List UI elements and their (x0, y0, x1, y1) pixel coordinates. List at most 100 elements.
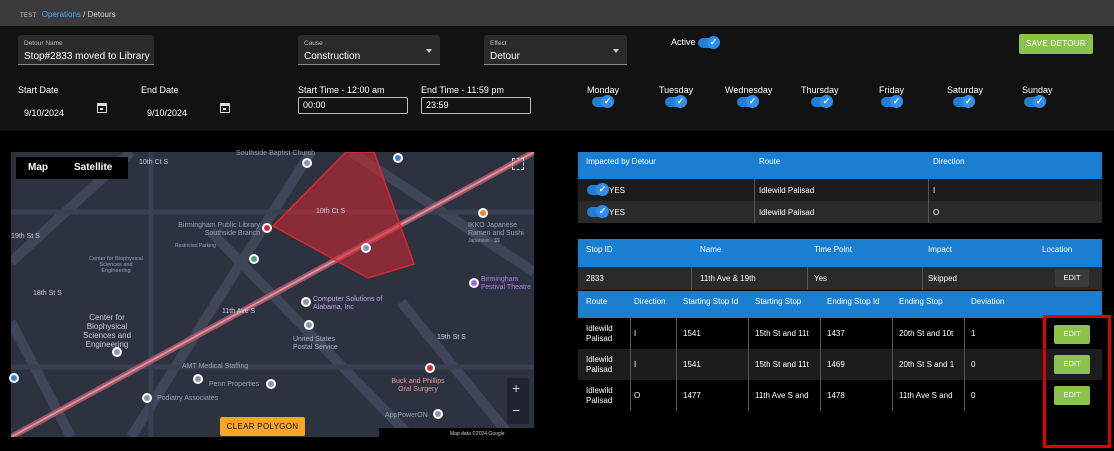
end-time-label: End Time - 11:59 pm (421, 85, 504, 95)
tab-satellite[interactable]: Satellite (74, 162, 113, 173)
map-pin-icon[interactable] (262, 223, 272, 233)
breadcrumb-current: Detours (87, 10, 116, 19)
column-divider (691, 267, 692, 290)
map-pin-icon[interactable] (302, 158, 312, 168)
map-pin-icon[interactable] (393, 153, 403, 163)
breadcrumb: TEST Operations / Detours (20, 10, 116, 19)
start-date-label: Start Date (18, 85, 59, 95)
map-label-amt: AMT Medical Staffing (182, 363, 249, 370)
breadcrumb-operations[interactable]: Operations (41, 10, 81, 19)
end-stop-value: 11th Ave S and (899, 391, 953, 400)
cause-select[interactable]: Cause Construction (298, 35, 440, 65)
active-toggle[interactable] (698, 36, 720, 49)
save-detour-button[interactable]: SAVE DETOUR (1019, 34, 1093, 54)
end-id-value: 1469 (827, 360, 845, 369)
impacted-value: YES (609, 207, 626, 217)
map-canvas[interactable] (11, 152, 534, 437)
day-toggle-thursday[interactable] (811, 95, 833, 108)
map-pin-icon[interactable] (142, 393, 152, 403)
day-toggle-friday[interactable] (881, 95, 903, 108)
direction-value: I (634, 360, 637, 369)
map-label-ikko-sub: Japanese · $$ (468, 238, 500, 244)
end-id-value: 1437 (827, 329, 845, 338)
table-row: Idlewild Palisad O 1477 11th Ave S and 1… (578, 380, 1102, 411)
column-divider (922, 267, 923, 290)
clock-icon[interactable] (361, 243, 371, 253)
deviation-value: 1 (971, 329, 976, 338)
map-label-buck-phillips: Buck and Phillips Oral Surgery (391, 378, 445, 393)
impacted-toggle[interactable] (587, 183, 609, 196)
clear-polygon-button[interactable]: CLEAR POLYGON (220, 417, 305, 436)
end-id-value: 1478 (827, 391, 845, 400)
zoom-in-button[interactable]: + (512, 380, 521, 396)
table-row: Idlewild Palisad I 1541 15th St and 11t … (578, 349, 1102, 380)
edit-deviation-button[interactable]: EDIT (1054, 386, 1090, 405)
column-divider (964, 318, 965, 349)
stop-name-header: Name (700, 244, 722, 254)
end-date-value[interactable]: 9/10/2024 (147, 108, 188, 118)
end-time-input[interactable]: 23:59 (421, 97, 531, 114)
map-pin-icon[interactable] (478, 208, 488, 218)
route-value: Idlewild Palisad (586, 323, 613, 343)
start-date-value[interactable]: 9/10/2024 (24, 108, 65, 118)
stop-name-value: 11th Ave & 19th (700, 274, 756, 283)
deviation-value: 0 (971, 391, 976, 400)
end-stop-value: 20th St and 10t (899, 329, 954, 338)
map-pin-icon[interactable] (9, 373, 19, 383)
env-label: TEST (20, 13, 37, 19)
day-toggle-sunday[interactable] (1024, 95, 1046, 108)
route-value: Idlewild Palisad (586, 385, 613, 405)
map-pin-icon[interactable] (249, 254, 259, 264)
column-divider (892, 349, 893, 380)
day-toggle-saturday[interactable] (953, 95, 975, 108)
map-pin-icon[interactable] (433, 409, 443, 419)
detour-name-field[interactable]: Detour Name Stop#2833 moved to Library (18, 35, 154, 65)
location-header: Location (1042, 244, 1073, 254)
day-toggle-monday[interactable] (592, 95, 614, 108)
time-point-header: Time Point (814, 244, 852, 254)
map-pin-icon[interactable] (193, 374, 203, 384)
column-divider (820, 380, 821, 411)
edit-location-button[interactable]: EDIT (1055, 269, 1089, 287)
active-label: Active (671, 37, 696, 47)
map-pin-icon[interactable] (304, 320, 314, 330)
start-time-input[interactable]: 00:00 (298, 97, 408, 114)
map-label-podiatry: Podiatry Associates (157, 395, 219, 402)
route-value: Idlewild Palisad (759, 185, 815, 195)
map-pin-icon[interactable] (425, 363, 435, 373)
stop-id-header: Stop ID (586, 244, 613, 254)
calendar-icon[interactable] (97, 103, 107, 113)
map-pin-icon[interactable] (266, 379, 276, 389)
zoom-out-button[interactable]: − (512, 402, 521, 418)
calendar-icon[interactable] (220, 103, 230, 113)
effect-select[interactable]: Effect Detour (484, 35, 627, 65)
fullscreen-icon[interactable] (512, 158, 524, 170)
column-divider (630, 318, 631, 349)
impacted-toggle[interactable] (587, 205, 609, 218)
edit-deviation-button[interactable]: EDIT (1054, 355, 1090, 374)
direction-value: O (933, 207, 940, 217)
map-pin-icon[interactable] (301, 297, 311, 307)
day-label-monday: Monday (587, 85, 620, 95)
map-pin-icon[interactable] (469, 278, 479, 288)
detour-name-label: Detour Name (24, 40, 63, 47)
day-toggle-wednesday[interactable] (737, 95, 759, 108)
column-divider (807, 267, 808, 290)
map-label-ikko: IKKO Japanese Ramen and Sushi (468, 222, 524, 237)
map-type-tabs: Map Satellite (16, 157, 128, 179)
day-label-thursday: Thursday (801, 85, 839, 95)
map-pin-icon[interactable] (112, 347, 122, 357)
deviations-table-header: Route Direction Starting Stop Id Startin… (578, 291, 1102, 318)
route-value: Idlewild Palisad (586, 354, 613, 374)
deviation-value: 0 (971, 360, 976, 369)
end-date-label: End Date (141, 85, 179, 95)
edit-deviation-button[interactable]: EDIT (1054, 325, 1090, 344)
map-label-street: 10th Ct S (139, 159, 169, 166)
day-label-tuesday: Tuesday (659, 85, 694, 95)
map-label-appower: AppPowerON (385, 412, 428, 419)
day-toggle-tuesday[interactable] (665, 95, 687, 108)
column-divider (964, 380, 965, 411)
starting-stop-header: Starting Stop (755, 296, 802, 306)
start-stop-value: 15th St and 11t (755, 360, 809, 369)
tab-map[interactable]: Map (28, 162, 48, 173)
